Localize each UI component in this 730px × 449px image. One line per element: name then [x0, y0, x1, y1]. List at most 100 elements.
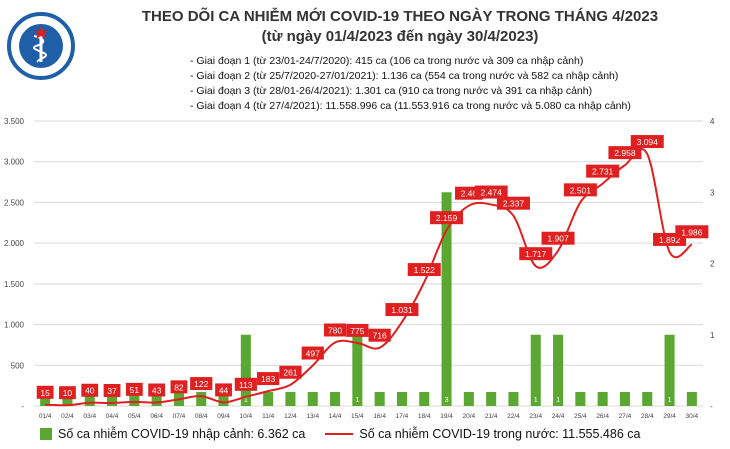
line-data-label-box	[323, 323, 347, 337]
x-axis-tick-label: 29/4	[663, 413, 676, 420]
x-axis-tick-label: 28/4	[641, 413, 654, 420]
line-data-label-box	[301, 346, 324, 360]
x-axis-tick-label: 14/4	[329, 413, 342, 420]
line-data-label-box	[368, 328, 391, 342]
line-data-label-box	[586, 164, 620, 178]
x-axis-tick-label: 20/4	[463, 413, 476, 420]
line-data-label: 1.892	[659, 235, 681, 245]
bar	[508, 392, 519, 406]
bar	[307, 392, 318, 406]
right-axis-tick-label: 2	[710, 260, 715, 269]
right-axis-tick-label: 1	[710, 331, 715, 340]
line-data-label: 113	[239, 380, 253, 390]
x-axis-tick-label: 27/4	[619, 413, 632, 420]
x-axis-tick-label: 21/4	[485, 413, 498, 420]
bar	[129, 392, 140, 406]
x-axis-tick-label: 11/4	[262, 413, 275, 420]
line-data-label: 2.46	[461, 189, 478, 199]
phase-notes: - Giai đoạn 1 (từ 23/01-24/7/2020): 415 …	[190, 54, 631, 114]
right-axis-tick-label: 4	[710, 117, 715, 126]
bar	[330, 392, 341, 406]
line-data-label: 40	[85, 386, 95, 396]
line-data-label: 82	[174, 382, 184, 392]
x-axis-tick-label: 13/4	[306, 413, 319, 420]
line-data-label: 43	[152, 385, 162, 395]
bar	[218, 392, 229, 406]
line-data-label: 716	[373, 331, 387, 341]
line-data-label-box	[608, 146, 642, 160]
bar-data-label: 1	[355, 395, 359, 404]
line-data-label-box	[385, 303, 419, 317]
right-axis-tick-label: -	[710, 402, 713, 411]
legend-bar-swatch	[40, 428, 52, 440]
x-axis-tick-label: 22/4	[507, 413, 520, 420]
bar	[553, 334, 564, 406]
line-data-label: 775	[350, 326, 364, 336]
line-data-label: 2.337	[503, 199, 525, 209]
right-axis-tick-label: 3	[710, 188, 715, 197]
ministry-of-health-logo	[7, 12, 75, 80]
line-data-label-box	[170, 380, 188, 394]
bar	[664, 334, 675, 406]
bar	[686, 392, 697, 406]
line-data-label-box	[36, 385, 54, 399]
left-axis-tick-label: 3.500	[4, 117, 25, 126]
x-axis-tick-label: 12/4	[284, 413, 297, 420]
left-axis-tick-label: 1.500	[4, 280, 25, 289]
line-data-label-box	[563, 183, 597, 197]
bar	[597, 392, 608, 406]
line-data-label-box	[103, 383, 121, 397]
x-axis-tick-label: 16/4	[373, 413, 386, 420]
bar	[642, 392, 653, 406]
chart-subtitle: (từ ngày 01/4/2023 đến ngày 30/4/2023)	[261, 28, 539, 45]
x-axis-tick-label: 26/4	[596, 413, 609, 420]
x-axis-tick-label: 24/4	[552, 413, 565, 420]
x-axis-tick-label: 09/4	[217, 413, 230, 420]
legend-line-label: Số ca nhiễm COVID-19 trong nước: 11.555.…	[359, 427, 641, 441]
left-axis-tick-label: 500	[11, 361, 25, 370]
x-axis-tick-label: 06/4	[150, 413, 163, 420]
left-axis-tick-label: 1.000	[4, 321, 25, 330]
chart-title: THEO DÕI CA NHIỄM MỚI COVID-19 THEO NGÀY…	[141, 8, 659, 25]
bar	[441, 192, 452, 406]
line-data-label: 780	[328, 325, 342, 335]
line-data-label-box	[407, 263, 441, 277]
line-data-label: 2.958	[614, 148, 636, 158]
bar	[40, 392, 51, 406]
line-data-label-box	[215, 383, 232, 397]
line-data-label-box	[474, 185, 508, 199]
line-data-label-box	[148, 383, 166, 397]
x-axis-tick-label: 05/4	[128, 413, 141, 420]
x-axis-tick-label: 17/4	[396, 413, 409, 420]
x-axis-tick-label: 25/4	[574, 413, 587, 420]
bar-data-label: 1	[667, 395, 671, 404]
line-data-label: 3.094	[637, 137, 659, 147]
x-axis-tick-label: 07/4	[173, 413, 186, 420]
legend-bar-label: Số ca nhiễm COVID-19 nhập cảnh: 6.362 ca	[58, 427, 306, 441]
bar	[263, 392, 274, 406]
line-data-label: 1.986	[681, 227, 703, 237]
bar	[530, 334, 541, 406]
phase-note-3: - Giai đoạn 3 (từ 28/01-26/4/2021): 1.30…	[190, 85, 593, 97]
line-data-label-box	[496, 196, 530, 210]
bar-data-label: 1	[556, 395, 560, 404]
line-data-label-box	[279, 365, 302, 379]
line-data-label: 1.522	[414, 265, 436, 275]
x-axis-tick-label: 04/4	[106, 413, 119, 420]
left-axis-tick-label: 2.000	[4, 239, 25, 248]
line-data-label-box	[630, 135, 664, 149]
line-data-label-box	[257, 372, 280, 386]
x-axis-tick-label: 01/4	[39, 413, 52, 420]
line-data-label: 261	[283, 368, 297, 378]
bar	[107, 392, 118, 406]
line-data-label: 2.731	[592, 167, 614, 177]
legend: Số ca nhiễm COVID-19 nhập cảnh: 6.362 ca…	[40, 427, 730, 441]
bar	[419, 392, 430, 406]
bar	[84, 392, 95, 406]
bar-data-label: 1	[534, 395, 538, 404]
bar	[352, 334, 363, 406]
line-data-label-box	[346, 323, 369, 337]
line-data-label: 2.501	[570, 185, 592, 195]
line-data-label: 15	[40, 388, 50, 398]
line-data-label-box	[234, 377, 257, 391]
